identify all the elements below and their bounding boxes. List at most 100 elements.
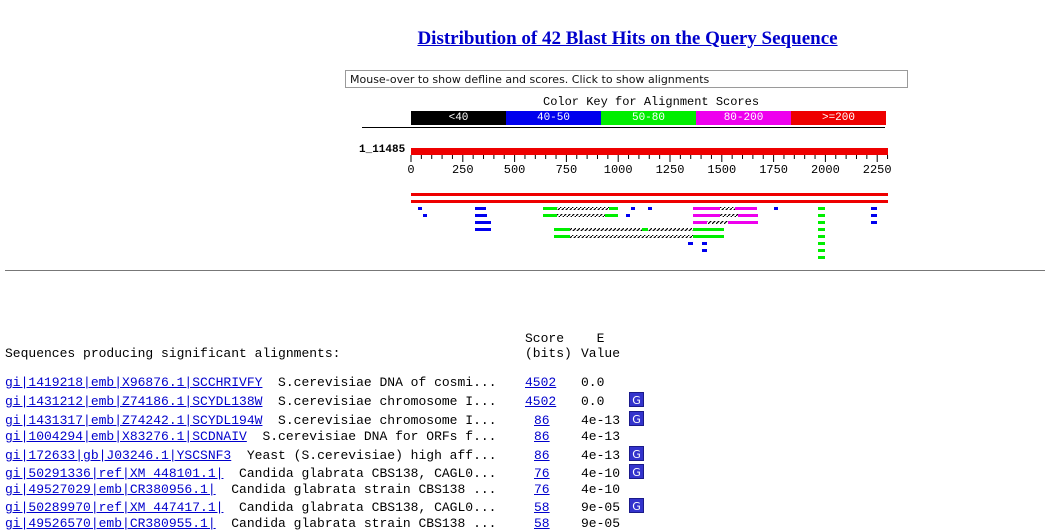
hit-segment[interactable]: [475, 228, 491, 231]
hit-segment[interactable]: [871, 221, 877, 224]
sequence-description: S.cerevisiae chromosome I...: [262, 394, 497, 409]
axis-ticks: [410, 155, 889, 162]
color-key-bin-lt40: <40: [411, 111, 506, 125]
hit-gap: [557, 214, 605, 217]
score-cell: 86: [534, 448, 550, 464]
hit-segment[interactable]: [818, 249, 825, 252]
score-link[interactable]: 76: [534, 482, 550, 497]
hit-segment[interactable]: [871, 207, 877, 210]
axis-tick-label: 250: [452, 163, 474, 177]
score-link[interactable]: 58: [534, 500, 550, 515]
hit-segment[interactable]: [738, 214, 758, 217]
hit-segment[interactable]: [818, 235, 825, 238]
gene-link-icon[interactable]: G: [629, 464, 644, 479]
evalue-cell: 4e-10: [581, 482, 621, 497]
score-link[interactable]: 86: [534, 413, 550, 428]
sequence-id-link[interactable]: gi|49526570|emb|CR380955.1|: [5, 516, 216, 531]
score-cell: 76: [534, 466, 550, 482]
hit-gap: [557, 207, 609, 210]
color-key-bin-80-200: 80-200: [696, 111, 791, 125]
hit-segment[interactable]: [693, 228, 724, 231]
sequence-id-link[interactable]: gi|1004294|emb|X83276.1|SCDNAIV: [5, 429, 247, 444]
hit-bar-1[interactable]: [411, 193, 888, 196]
sequence-id-link[interactable]: gi|50289970|ref|XM_447417.1|: [5, 500, 224, 515]
hit-segment[interactable]: [543, 207, 557, 210]
axis-tick-labels: 0 250 500 750 1000 1250 1500 1750 2000 2250: [407, 163, 891, 177]
hit-segment[interactable]: [693, 214, 720, 217]
hit-segment[interactable]: [475, 207, 486, 210]
mouseover-info-box: Mouse-over to show defline and scores. C…: [345, 70, 908, 88]
hit-segment[interactable]: [554, 235, 570, 238]
axis-tick-label: 2000: [811, 163, 840, 177]
hit-segment[interactable]: [642, 228, 648, 231]
sequence-id-link[interactable]: gi|172633|gb|J03246.1|YSCSNF3: [5, 448, 232, 463]
score-cell: 4502: [525, 375, 556, 391]
hit-segment[interactable]: [871, 214, 877, 217]
table-row: gi|49526570|emb|CR380955.1| Candida glab…: [5, 516, 497, 532]
gene-link-icon[interactable]: G: [629, 392, 644, 407]
score-cell: 4502: [525, 394, 556, 410]
gene-link-icon[interactable]: G: [629, 446, 644, 461]
evalue-cell: 4e-13: [581, 448, 621, 463]
hit-segment[interactable]: [418, 207, 422, 210]
hit-segment[interactable]: [475, 221, 491, 224]
color-key-bin-ge200: >=200: [791, 111, 886, 125]
hit-segment[interactable]: [774, 207, 778, 210]
hit-segment[interactable]: [818, 228, 825, 231]
score-link[interactable]: 4502: [525, 394, 557, 409]
hit-segment[interactable]: [702, 249, 707, 252]
sequence-id-link[interactable]: gi|1431212|emb|Z74186.1|SCYDL138W: [5, 394, 263, 409]
hit-segment[interactable]: [423, 214, 427, 217]
score-link[interactable]: 86: [534, 448, 550, 463]
hit-segment[interactable]: [735, 207, 757, 210]
table-row: gi|1431212|emb|Z74186.1|SCYDL138W S.cere…: [5, 394, 497, 410]
table-row: gi|50291336|ref|XM_448101.1| Candida gla…: [5, 466, 496, 482]
sequence-id-link[interactable]: gi|50291336|ref|XM_448101.1|: [5, 466, 224, 481]
hit-segment[interactable]: [693, 207, 720, 210]
hit-segment[interactable]: [543, 214, 557, 217]
hit-segment[interactable]: [818, 214, 825, 217]
score-link[interactable]: 4502: [525, 375, 557, 390]
hit-segment[interactable]: [648, 207, 652, 210]
sequence-description: Candida glabrata CBS138, CAGL0...: [223, 466, 497, 481]
query-sequence-bar: [411, 148, 888, 155]
hit-segment[interactable]: [688, 242, 693, 245]
gene-link-icon[interactable]: G: [629, 498, 644, 513]
axis-tick-label: 1500: [707, 163, 736, 177]
gene-link-icon[interactable]: G: [629, 411, 644, 426]
hit-segment[interactable]: [475, 214, 487, 217]
sequence-id-link[interactable]: gi|1431317|emb|Z74242.1|SCYDL194W: [5, 413, 263, 428]
sequence-id-link[interactable]: gi|1419218|emb|X96876.1|SCCHRIVFY: [5, 375, 263, 390]
table-row: gi|1431317|emb|Z74242.1|SCYDL194W S.cere…: [5, 413, 497, 429]
score-link[interactable]: 86: [534, 429, 550, 444]
evalue-cell: 4e-13: [581, 429, 621, 444]
hit-segment[interactable]: [818, 207, 825, 210]
hit-segment[interactable]: [818, 256, 825, 259]
hit-segment[interactable]: [609, 207, 618, 210]
hit-segment[interactable]: [728, 221, 758, 224]
hit-segment[interactable]: [702, 242, 707, 245]
axis-tick-label: 2250: [863, 163, 892, 177]
score-link[interactable]: 58: [534, 516, 550, 531]
color-key-bin-50-80: 50-80: [601, 111, 696, 125]
hit-segment[interactable]: [554, 228, 570, 231]
hit-segment[interactable]: [693, 221, 707, 224]
page-title-link[interactable]: Distribution of 42 Blast Hits on the Que…: [417, 28, 838, 49]
hit-segment[interactable]: [818, 221, 825, 224]
hit-segment[interactable]: [626, 214, 630, 217]
hit-segment[interactable]: [693, 235, 724, 238]
score-link[interactable]: 76: [534, 466, 550, 481]
sequence-description: Candida glabrata strain CBS138 ...: [215, 482, 497, 497]
hit-segment[interactable]: [818, 242, 825, 245]
axis-tick-label: 1750: [759, 163, 788, 177]
hit-distribution-graphic[interactable]: 0 250 500 750 1000 1250 1500 1750 2000 2250: [0, 0, 1045, 270]
evalue-cell: 4e-13: [581, 413, 621, 428]
hit-segment[interactable]: [631, 207, 635, 210]
sequence-description: Yeast (S.cerevisiae) high aff...: [231, 448, 497, 463]
hit-bar-2[interactable]: [411, 200, 888, 203]
sequence-id-link[interactable]: gi|49527029|emb|CR380956.1|: [5, 482, 216, 497]
sequence-description: S.cerevisiae DNA of cosmi...: [262, 375, 497, 390]
hit-segment[interactable]: [605, 214, 618, 217]
score-cell: 76: [534, 482, 550, 498]
color-key-bar: <40 40-50 50-80 80-200 >=200: [411, 111, 886, 125]
